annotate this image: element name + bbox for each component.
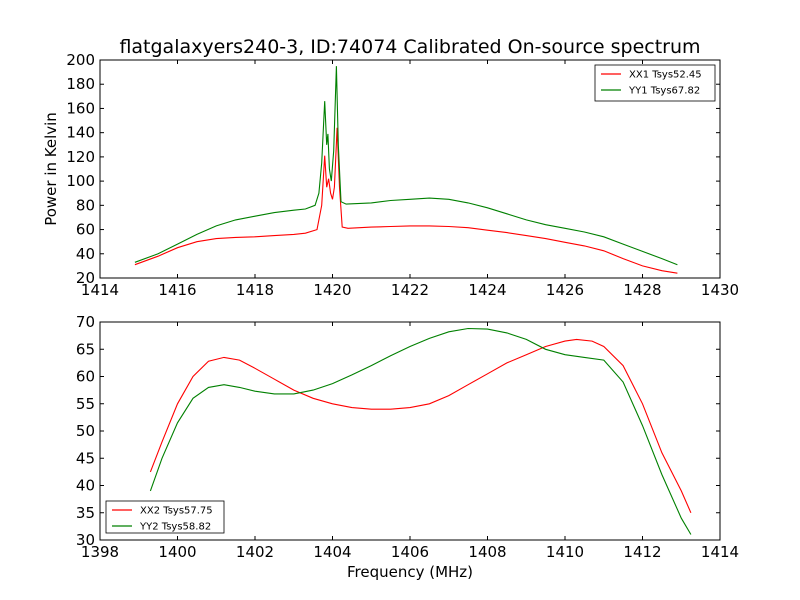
bottom-y-tick-label: 55 — [76, 395, 95, 413]
top-x-tick-label: 1420 — [313, 281, 351, 299]
bottom-legend-label-1: YY2 Tsys58.82 — [139, 522, 211, 533]
top-y-tick-label: 120 — [66, 148, 95, 166]
top-x-tick-label: 1414 — [81, 281, 119, 299]
top-x-tick-label: 1424 — [468, 281, 506, 299]
top-y-tick-label: 100 — [66, 172, 95, 190]
bottom-y-tick-label: 45 — [76, 449, 95, 467]
top-series-line-1 — [134, 66, 678, 266]
top-y-tick-label: 140 — [66, 124, 95, 142]
top-x-tick-label: 1422 — [391, 281, 429, 299]
bottom-y-tick-label: 35 — [76, 504, 95, 522]
bottom-x-tick-label: 1408 — [468, 543, 506, 561]
top-x-tick-label: 1416 — [158, 281, 196, 299]
top-axes: 1414 1416 1418 1420 1422 1424 1426 1428 1430 20 40… — [42, 51, 739, 299]
figure-title: flatgalaxyers240-3, ID:74074 Calibrated … — [119, 36, 700, 58]
bottom-y-tick-label: 30 — [76, 531, 95, 549]
top-y-tick-label: 160 — [66, 99, 95, 117]
top-y-tick-label: 20 — [76, 269, 95, 287]
x-axis-label: Frequency (MHz) — [347, 563, 473, 581]
top-y-tick-label: 40 — [76, 245, 95, 263]
top-x-tick-label: 1418 — [236, 281, 274, 299]
top-legend-label-1: YY1 Tsys67.82 — [628, 86, 700, 97]
bottom-y-tick-label: 60 — [76, 368, 95, 386]
bottom-x-tick-label: 1414 — [701, 543, 739, 561]
bottom-x-tick-label: 1402 — [236, 543, 274, 561]
bottom-series-line-0 — [149, 338, 692, 514]
bottom-y-tick-label: 50 — [76, 422, 95, 440]
top-y-axis-label: Power in Kelvin — [42, 112, 60, 226]
bottom-x-tick-label: 1412 — [623, 543, 661, 561]
bottom-series-line-1 — [149, 327, 692, 535]
top-legend-label-0: XX1 Tsys52.45 — [629, 70, 702, 81]
bottom-y-tick-label: 70 — [76, 313, 95, 331]
bottom-axes: 1398 1400 1402 1404 1406 1408 1410 1412 1414 30 35… — [76, 313, 739, 561]
bottom-x-tick-label: 1404 — [313, 543, 351, 561]
top-y-tick-label: 60 — [76, 221, 95, 239]
top-y-tick-label: 200 — [66, 51, 95, 69]
bottom-y-tick-label: 65 — [76, 340, 95, 358]
top-x-tick-label: 1428 — [623, 281, 661, 299]
bottom-legend-box — [105, 500, 225, 534]
bottom-x-tick-label: 1410 — [546, 543, 584, 561]
bottom-x-tick-label: 1406 — [391, 543, 429, 561]
top-series-line-0 — [134, 127, 678, 274]
top-y-tick-label: 80 — [76, 196, 95, 214]
top-y-tick-label: 180 — [66, 75, 95, 93]
bottom-x-tick-label: 1398 — [81, 543, 119, 561]
bottom-legend: XX2 Tsys57.75 YY2 Tsys58.82 — [105, 500, 225, 534]
top-x-tick-label: 1430 — [701, 281, 739, 299]
bottom-y-tick-label: 40 — [76, 477, 95, 495]
bottom-x-tick-label: 1400 — [158, 543, 196, 561]
top-legend-box — [594, 64, 716, 102]
bottom-legend-label-0: XX2 Tsys57.75 — [140, 506, 213, 517]
top-x-tick-label: 1426 — [546, 281, 584, 299]
top-legend: XX1 Tsys52.45 YY1 Tsys67.82 — [594, 64, 716, 102]
